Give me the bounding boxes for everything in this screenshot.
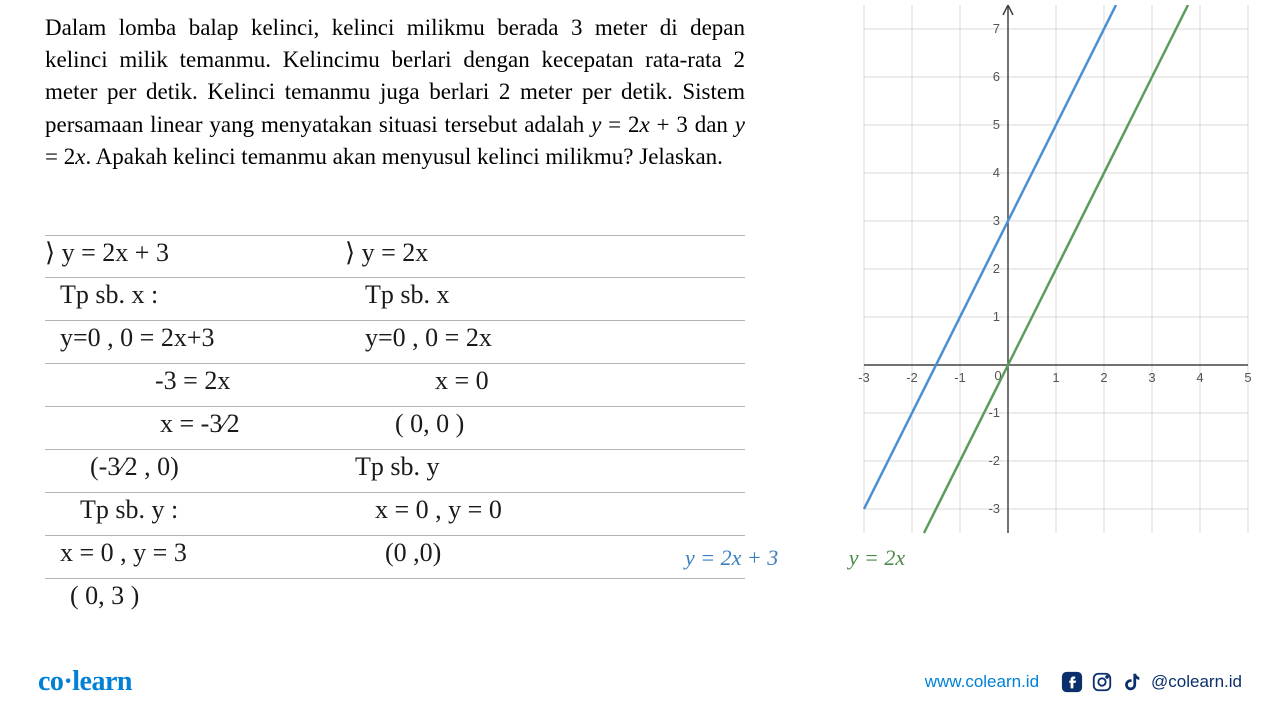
- work-row: x = 0 , y = 3 (0 ,0): [45, 536, 745, 579]
- instagram-icon[interactable]: [1091, 671, 1113, 693]
- equation-label-1: y = 2x + 3: [685, 545, 778, 570]
- text-line: = 2: [45, 144, 75, 169]
- svg-text:-2: -2: [988, 453, 1000, 468]
- var-x: x: [639, 112, 649, 137]
- hw-text: (-3⁄2 , 0): [90, 452, 179, 482]
- problem-statement: Dalam lomba balap kelinci, kelinci milik…: [45, 12, 745, 173]
- footer-right: www.colearn.id @colearn.id: [925, 671, 1242, 693]
- work-row: Tp sb. y : x = 0 , y = 0: [45, 493, 745, 536]
- svg-text:6: 6: [993, 69, 1000, 84]
- tiktok-icon[interactable]: [1121, 671, 1143, 693]
- hw-text: Tp sb. x :: [60, 280, 158, 310]
- hw-text: ( 0, 3 ): [70, 581, 139, 611]
- svg-text:-3: -3: [988, 501, 1000, 516]
- hw-text: ⟩ y = 2x: [345, 238, 428, 268]
- svg-text:5: 5: [1244, 370, 1251, 385]
- hw-text: y=0 , 0 = 2x+3: [60, 323, 215, 353]
- social-links: @colearn.id: [1061, 671, 1242, 693]
- svg-text:2: 2: [993, 261, 1000, 276]
- svg-text:-1: -1: [988, 405, 1000, 420]
- logo-learn: learn: [72, 666, 132, 697]
- hw-text: -3 = 2x: [155, 366, 230, 396]
- hw-text: Tp sb. y :: [80, 495, 178, 525]
- footer: co·learn www.colearn.id @colearn.id: [0, 662, 1280, 702]
- hw-text: x = -3⁄2: [160, 409, 240, 439]
- work-row: Tp sb. x : Tp sb. x: [45, 278, 745, 321]
- handwritten-work: ⟩ y = 2x + 3 ⟩ y = 2x Tp sb. x : Tp sb. …: [45, 235, 745, 622]
- text-line: = 2: [608, 112, 639, 137]
- var-y: y: [735, 112, 745, 137]
- work-row: (-3⁄2 , 0) Tp sb. y: [45, 450, 745, 493]
- facebook-icon[interactable]: [1061, 671, 1083, 693]
- work-row: x = -3⁄2 ( 0, 0 ): [45, 407, 745, 450]
- svg-text:4: 4: [993, 165, 1000, 180]
- hw-text: x = 0 , y = 0: [375, 495, 502, 525]
- text-line: kelinci milik temanmu. Kelincimu berlari…: [45, 47, 722, 72]
- svg-text:2: 2: [1100, 370, 1107, 385]
- svg-text:7: 7: [993, 21, 1000, 36]
- website-link[interactable]: www.colearn.id: [925, 672, 1039, 692]
- var-y: y: [591, 112, 601, 137]
- hw-text: x = 0 , y = 3: [60, 538, 187, 568]
- hw-text: y=0 , 0 = 2x: [365, 323, 492, 353]
- hw-text: Tp sb. x: [365, 280, 450, 310]
- var-x: x: [75, 144, 85, 169]
- work-row: ⟩ y = 2x + 3 ⟩ y = 2x: [45, 235, 745, 278]
- equation-label-2: y = 2x: [849, 545, 905, 570]
- hw-text: (0 ,0): [385, 538, 441, 568]
- svg-text:-1: -1: [954, 370, 966, 385]
- text-line: Dalam lomba balap kelinci, kelinci milik…: [45, 15, 745, 40]
- svg-text:5: 5: [993, 117, 1000, 132]
- svg-text:4: 4: [1196, 370, 1203, 385]
- work-row: y=0 , 0 = 2x+3 y=0 , 0 = 2x: [45, 321, 745, 364]
- svg-text:1: 1: [1052, 370, 1059, 385]
- svg-text:3: 3: [993, 213, 1000, 228]
- svg-text:-2: -2: [906, 370, 918, 385]
- svg-text:-3: -3: [858, 370, 870, 385]
- chart-svg: -3-2-1012345-3-2-11234567: [770, 5, 1270, 535]
- brand-logo: co·learn: [38, 666, 132, 698]
- graph-chart: -3-2-1012345-3-2-11234567: [770, 5, 1270, 535]
- hw-text: ⟩ y = 2x + 3: [45, 238, 169, 268]
- hw-text: ( 0, 0 ): [395, 409, 464, 439]
- work-row: ( 0, 3 ): [45, 579, 745, 622]
- logo-co: co: [38, 666, 63, 697]
- svg-text:1: 1: [993, 309, 1000, 324]
- text-line: + 3 dan: [650, 112, 735, 137]
- problem-text: Dalam lomba balap kelinci, kelinci milik…: [45, 12, 745, 173]
- social-handle: @colearn.id: [1151, 672, 1242, 692]
- svg-text:3: 3: [1148, 370, 1155, 385]
- text-line: . Apakah kelinci temanmu akan menyusul k…: [85, 144, 539, 169]
- hw-text: Tp sb. y: [355, 452, 440, 482]
- equation-labels: y = 2x + 3 y = 2x: [685, 545, 1115, 571]
- hw-text: x = 0: [435, 366, 489, 396]
- work-row: -3 = 2x x = 0: [45, 364, 745, 407]
- text-line: milikmu? Jelaskan.: [545, 144, 723, 169]
